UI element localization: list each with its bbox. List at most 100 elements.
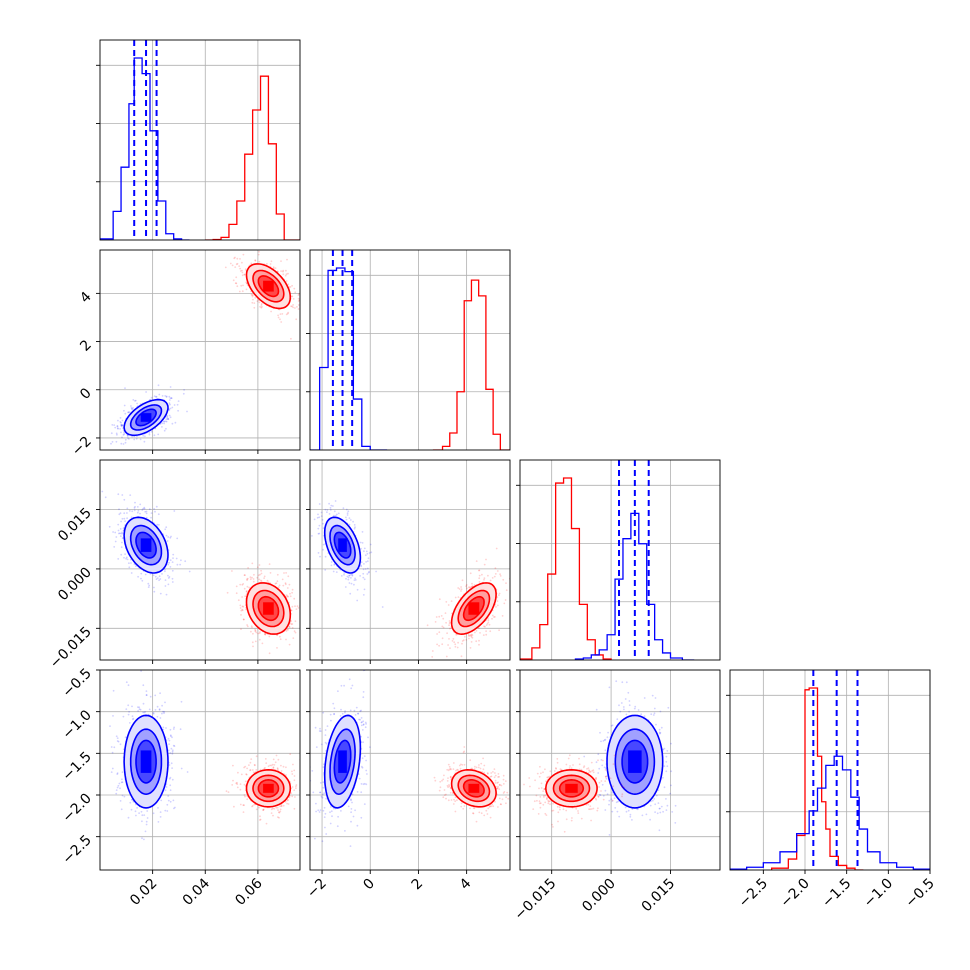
y-tick-label: 4 <box>77 289 95 307</box>
density-panel-2-3: −0.015 0.000 0.015 <box>512 669 721 924</box>
red-contour <box>450 768 497 808</box>
red-contour <box>245 582 292 635</box>
blue-contour <box>123 714 169 809</box>
y-tick-label: 0.000 <box>55 564 95 604</box>
blue-density-peak <box>140 413 152 422</box>
panel-frame <box>309 459 511 661</box>
blue-contour <box>333 531 352 559</box>
red-contour <box>457 589 491 628</box>
blue-contour <box>123 516 169 574</box>
panel-frame <box>519 669 721 871</box>
red-density-peak <box>263 602 274 615</box>
blue-histogram <box>730 755 930 870</box>
panel-frame <box>99 39 301 241</box>
red-histogram <box>205 75 300 240</box>
blue-density-peak <box>140 750 152 773</box>
blue-contour <box>329 728 356 796</box>
red-contour <box>457 774 491 803</box>
x-tick-label: −1.5 <box>819 876 854 911</box>
red-contour <box>462 778 485 798</box>
panel-frame <box>519 459 721 661</box>
red-contour <box>252 269 285 303</box>
red-contour <box>462 595 485 622</box>
blue-contour <box>323 714 362 809</box>
blue-contour <box>329 524 356 566</box>
red-density-peak <box>263 280 274 292</box>
blue-contour <box>621 739 649 784</box>
y-tick-label: 0.015 <box>55 505 95 545</box>
red-density-peak <box>263 783 274 793</box>
y-tick-label: −0.5 <box>59 666 94 701</box>
red-contour <box>257 275 280 298</box>
red-density-peak <box>468 783 480 793</box>
red-contour <box>450 582 497 636</box>
panel-frame <box>309 249 511 451</box>
blue-contour <box>129 728 163 796</box>
red-density-peak <box>468 602 480 615</box>
blue-histogram <box>310 267 388 450</box>
blue-contour <box>323 516 362 574</box>
blue-contour <box>333 739 352 784</box>
blue-histogram <box>100 57 190 240</box>
blue-contour <box>606 714 664 809</box>
blue-histogram <box>574 512 695 660</box>
red-histogram <box>432 279 510 450</box>
red-contour <box>257 595 280 622</box>
blue-contour <box>135 408 157 427</box>
panel-frame <box>99 249 301 451</box>
red-histogram <box>520 477 612 660</box>
blue-density-peak <box>140 538 152 552</box>
blue-contour <box>129 404 163 431</box>
panel-frame <box>729 669 931 871</box>
x-tick-label: 0.000 <box>579 876 619 916</box>
x-tick-label: −2 <box>304 876 330 902</box>
histogram-panel-3: −2.5 −2.0 −1.5 −1.0 −0.5 <box>726 669 938 911</box>
density-panel-0-2: −0.015 0.000 0.015 <box>47 459 301 672</box>
y-tick-label: −2 <box>69 433 95 459</box>
x-tick-label: 4 <box>457 875 475 893</box>
y-tick-label: −2.0 <box>59 791 94 826</box>
x-tick-label: −0.5 <box>902 876 937 911</box>
blue-contour <box>123 398 169 437</box>
y-tick-label: −1.0 <box>59 707 94 742</box>
histogram-panel-1 <box>306 249 511 451</box>
blue-density-peak <box>338 750 347 773</box>
density-panel-1-2 <box>306 459 511 664</box>
blue-contour <box>129 524 163 566</box>
blue-density-peak <box>628 750 642 773</box>
x-tick-label: 0.02 <box>127 876 160 909</box>
y-tick-label: 2 <box>77 337 95 355</box>
y-tick-label: −1.5 <box>59 749 94 784</box>
histogram-panel-0 <box>96 39 301 241</box>
red-histogram <box>771 687 864 870</box>
density-panel-0-3: −2.5 −2.0 −1.5 −1.0 −0.5 0.02 0.04 0.06 <box>59 666 301 909</box>
density-panel-1-3: −2 0 2 4 <box>304 669 511 902</box>
x-tick-label: −2.5 <box>736 876 771 911</box>
red-contour <box>252 774 285 803</box>
x-tick-label: −0.015 <box>512 876 560 924</box>
y-tick-label: 0 <box>77 385 95 403</box>
red-contour <box>245 263 292 310</box>
density-panel-0-1: −2 0 2 4 <box>69 249 301 459</box>
panel-frame <box>309 669 511 871</box>
x-tick-label: 0.06 <box>232 875 265 908</box>
x-tick-label: 0.015 <box>639 876 679 916</box>
red-contour <box>544 768 598 808</box>
y-tick-label: −2.5 <box>59 832 94 867</box>
red-contour <box>252 589 285 628</box>
red-contour <box>257 778 280 798</box>
blue-contour <box>135 531 157 559</box>
red-contour <box>558 778 585 798</box>
panel-frame <box>99 459 301 661</box>
blue-contour <box>135 739 157 784</box>
x-tick-label: −1.0 <box>861 876 896 911</box>
y-tick-label: −0.015 <box>47 624 95 672</box>
red-density-peak <box>565 783 578 793</box>
panel-frame <box>99 669 301 871</box>
histogram-panel-2 <box>516 459 721 661</box>
blue-density-peak <box>338 538 347 552</box>
x-tick-label: 2 <box>409 876 427 894</box>
x-tick-label: −2.0 <box>777 876 812 911</box>
blue-contour <box>614 728 656 796</box>
